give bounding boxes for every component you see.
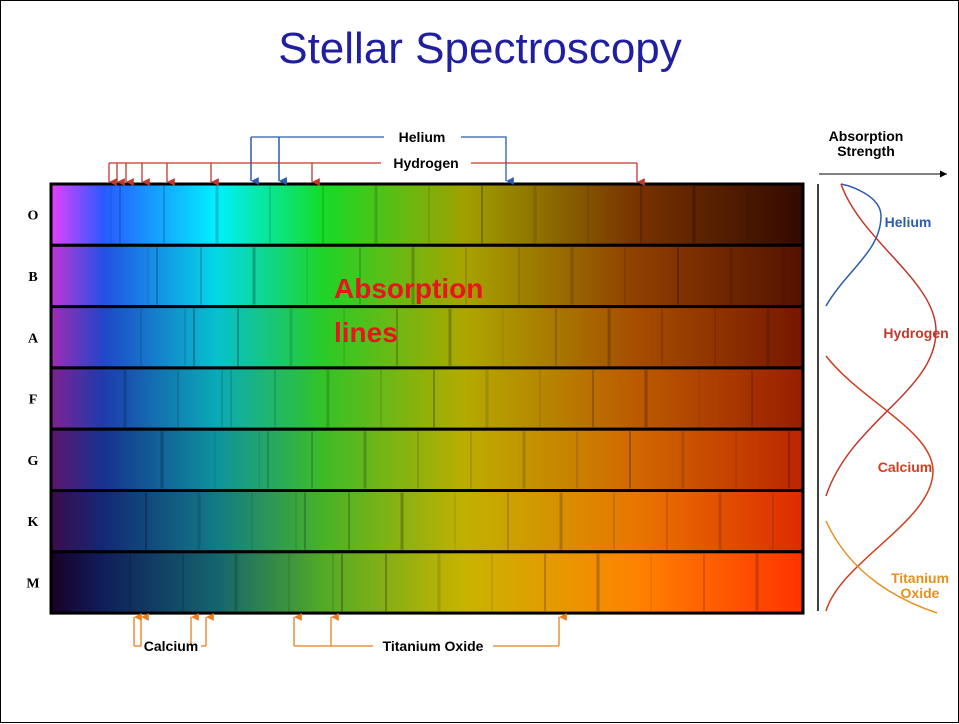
strength-label: Absorption Strength [828, 128, 904, 159]
spectrum-row [49, 550, 805, 615]
curve-label: Hydrogen [883, 325, 949, 341]
spectrum-row [49, 182, 805, 247]
class-label: F [29, 393, 38, 408]
helium-label: Helium [399, 129, 446, 145]
tio-bracket [293, 613, 567, 647]
class-label: A [28, 331, 39, 346]
calcium-curve [825, 355, 934, 612]
spectrum-row [49, 243, 805, 309]
spectrum-row [49, 489, 805, 554]
calcium-label: Calcium [144, 638, 198, 654]
hydrogen-curve [825, 183, 937, 497]
class-label: K [28, 515, 39, 530]
tio-curve [825, 520, 938, 614]
spectrum-row [49, 427, 805, 493]
curve-label: Titanium Oxide [890, 570, 950, 601]
hydrogen-label: Hydrogen [393, 155, 458, 171]
curve-label: Helium [884, 214, 932, 230]
class-label: O [28, 209, 39, 224]
helium-curve [825, 183, 882, 307]
title: Stellar Spectroscopy [278, 24, 682, 73]
annotation: Absorption lines [334, 273, 484, 348]
helium-bracket [250, 136, 514, 181]
class-label: M [26, 576, 39, 591]
tio-label: Titanium Oxide [383, 638, 484, 654]
curve-label: Calcium [877, 459, 933, 475]
calcium-bracket [133, 613, 214, 647]
hydrogen-bracket [108, 162, 645, 186]
class-label: B [28, 270, 37, 285]
spectrum-row [49, 366, 805, 431]
class-label: G [28, 454, 39, 469]
